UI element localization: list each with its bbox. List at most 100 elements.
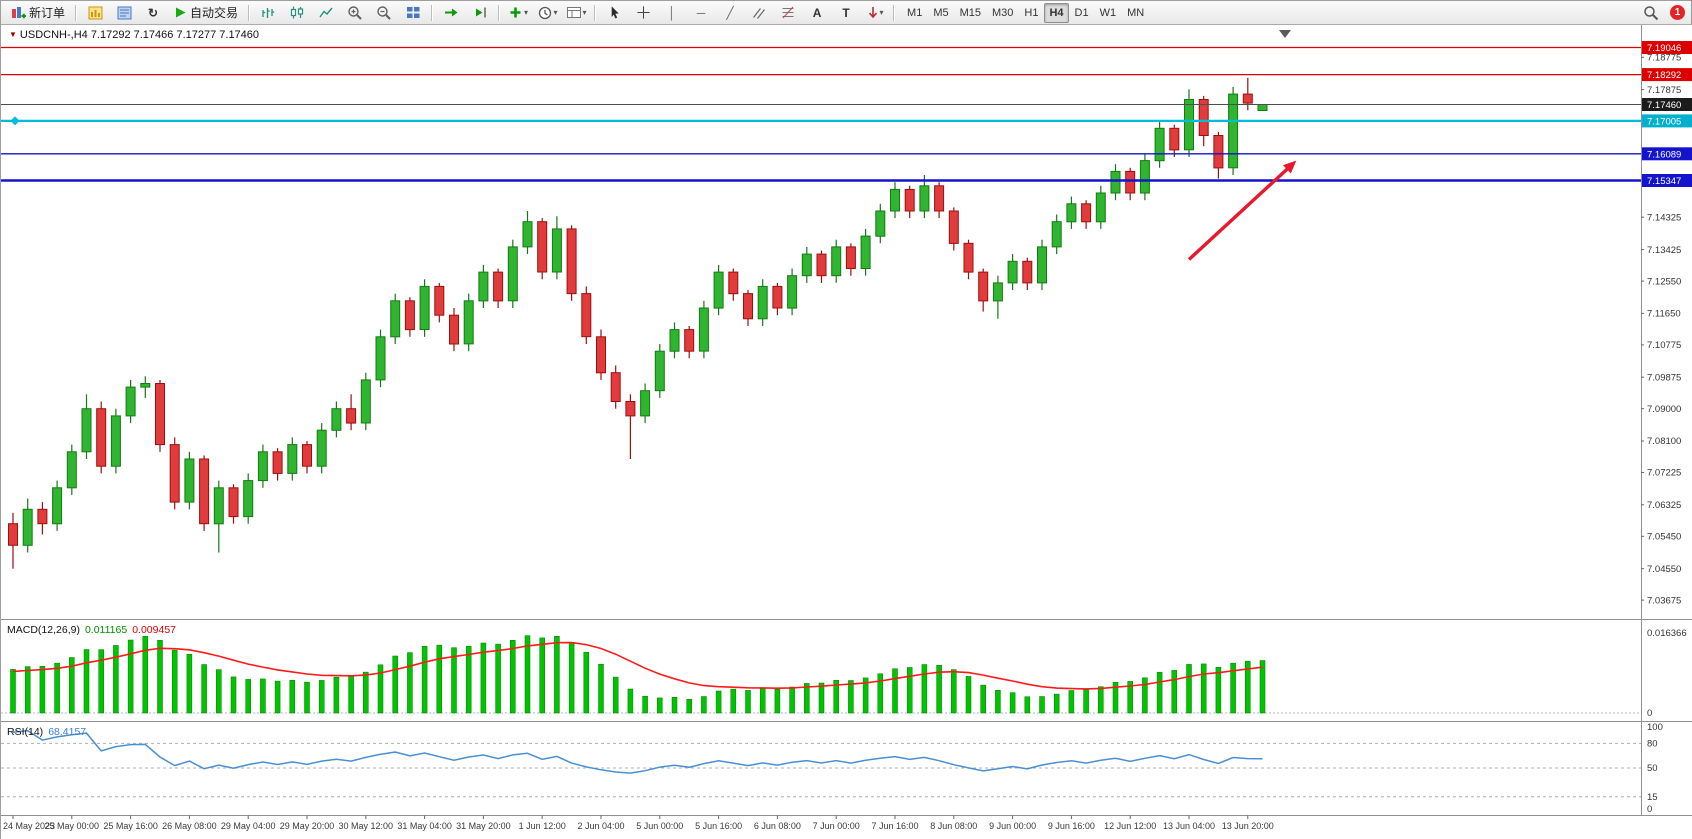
tile-windows-button[interactable]: [399, 2, 427, 24]
charts-window-icon: [88, 6, 103, 19]
bar-chart-mode-button[interactable]: [254, 2, 282, 24]
svg-text:7.17005: 7.17005: [1647, 116, 1681, 127]
svg-text:9 Jun 16:00: 9 Jun 16:00: [1048, 821, 1095, 831]
chart-shift-marker[interactable]: [1279, 30, 1291, 38]
trend-arrow-annotation[interactable]: [1187, 160, 1297, 261]
svg-text:7.12550: 7.12550: [1647, 276, 1681, 287]
line-chart-icon: [319, 7, 333, 18]
macd-indicator-label: MACD(12,26,9) 0.011165 0.009457: [7, 624, 181, 636]
svg-text:7.17460: 7.17460: [1647, 100, 1681, 111]
arrow-tool-icon: [868, 7, 877, 19]
chevron-down-icon: ▾: [879, 7, 884, 17]
tab-timeframe-m15[interactable]: M15: [959, 6, 981, 19]
svg-text:25 May 16:00: 25 May 16:00: [103, 821, 158, 831]
text-tool-button[interactable]: A: [803, 2, 831, 24]
rsi-scale-label: 50: [1647, 763, 1658, 774]
svg-text:7.18292: 7.18292: [1647, 70, 1681, 81]
terminal-button[interactable]: [110, 2, 138, 24]
vertical-line-icon: │: [668, 5, 676, 20]
svg-text:7.14325: 7.14325: [1647, 212, 1681, 223]
toolbar-right-group: 1: [1637, 2, 1687, 24]
macd-histogram: [10, 635, 1266, 714]
chevron-down-icon: ▾: [553, 7, 558, 17]
svg-text:7.05450: 7.05450: [1647, 532, 1681, 543]
svg-text:31 May 20:00: 31 May 20:00: [456, 821, 511, 831]
terminal-icon: [117, 6, 132, 19]
new-order-icon: [12, 6, 26, 18]
crosshair-icon: [636, 6, 650, 19]
tab-timeframe-mn[interactable]: MN: [1127, 6, 1145, 19]
price-badge: [1642, 147, 1692, 161]
search-button[interactable]: [1637, 2, 1665, 24]
horizontal-line-tool-button[interactable]: ─: [687, 2, 715, 24]
rsi-scale-label: 0: [1647, 804, 1652, 815]
tab-timeframe-w1[interactable]: W1: [1099, 6, 1117, 19]
zoom-out-button[interactable]: [370, 2, 398, 24]
tab-timeframe-m5[interactable]: M5: [933, 6, 949, 19]
templates-button[interactable]: ▾: [562, 2, 590, 24]
new-order-button[interactable]: 新订单: [5, 2, 71, 24]
channel-tool-button[interactable]: [745, 2, 773, 24]
horizontal-line-icon: ─: [696, 5, 706, 20]
zoom-in-button[interactable]: [341, 2, 369, 24]
candlestick-mode-button[interactable]: [283, 2, 311, 24]
svg-text:7.19046: 7.19046: [1647, 43, 1681, 54]
svg-text:7.18775: 7.18775: [1647, 53, 1681, 64]
auto-scroll-button[interactable]: [437, 2, 465, 24]
crosshair-tool-button[interactable]: [629, 2, 657, 24]
tab-timeframe-h1[interactable]: H1: [1024, 6, 1039, 19]
macd-value: 0.011165: [84, 624, 128, 636]
refresh-button[interactable]: ↻: [139, 2, 167, 24]
price-chart[interactable]: 7.18775 7.17875 7.14325 7.13425 7.12550 7.116…: [1, 25, 1692, 839]
zoom-out-icon: [377, 5, 391, 20]
vertical-line-tool-button[interactable]: │: [658, 2, 686, 24]
price-badge: [1642, 68, 1692, 82]
hline-handle[interactable]: [10, 116, 20, 126]
svg-text:7.07225: 7.07225: [1647, 468, 1681, 479]
notification-badge[interactable]: 1: [1670, 5, 1685, 20]
svg-text:26 May 08:00: 26 May 08:00: [162, 821, 217, 831]
tab-timeframe-h4[interactable]: H4: [1044, 2, 1069, 23]
channel-icon: [753, 8, 766, 19]
rsi-line: [12, 729, 1263, 774]
charts-window-button[interactable]: [81, 2, 109, 24]
auto-trading-label: 自动交易: [190, 6, 239, 20]
refresh-icon: ↻: [147, 5, 159, 20]
zoom-in-icon: [348, 5, 362, 20]
svg-text:7 Jun 16:00: 7 Jun 16:00: [871, 821, 918, 831]
trendline-tool-button[interactable]: ╱: [716, 2, 744, 24]
svg-text:13 Jun 04:00: 13 Jun 04:00: [1163, 821, 1215, 831]
arrows-tool-button[interactable]: ▾: [861, 2, 889, 24]
svg-text:24 May 2023: 24 May 2023: [3, 821, 55, 831]
macd-signal-value: 0.009457: [132, 624, 176, 636]
svg-text:7.03675: 7.03675: [1647, 595, 1681, 606]
tile-windows-icon: [407, 7, 420, 18]
chart-canvas[interactable]: 7.18775 7.17875 7.14325 7.13425 7.12550 7.116…: [1, 25, 1692, 839]
tab-timeframe-m30[interactable]: M30: [992, 6, 1014, 19]
svg-text:29 May 20:00: 29 May 20:00: [280, 821, 335, 831]
tab-timeframe-d1[interactable]: D1: [1074, 6, 1089, 19]
hline-objects: [1, 46, 1641, 182]
periods-button[interactable]: ▾: [533, 2, 561, 24]
fibonacci-tool-button[interactable]: [774, 2, 802, 24]
label-tool-button[interactable]: T: [832, 2, 860, 24]
svg-text:5 Jun 00:00: 5 Jun 00:00: [636, 821, 683, 831]
tab-timeframe-m1[interactable]: M1: [907, 6, 923, 19]
svg-text:7.09875: 7.09875: [1647, 372, 1681, 383]
indicators-button[interactable]: ▾: [504, 2, 532, 24]
svg-text:7.16089: 7.16089: [1647, 149, 1681, 160]
svg-text:29 May 04:00: 29 May 04:00: [221, 821, 276, 831]
svg-text:7.11650: 7.11650: [1647, 309, 1681, 320]
auto-scroll-icon: [445, 8, 458, 17]
auto-trading-icon: [176, 7, 186, 18]
price-badge: [1642, 41, 1692, 54]
price-badges: 7.19046 7.18292 7.17460 7.17005 7.16089 7.153…: [1642, 41, 1692, 187]
line-chart-mode-button[interactable]: [312, 2, 340, 24]
chevron-down-icon: ▾: [524, 7, 529, 17]
svg-text:8 Jun 08:00: 8 Jun 08:00: [930, 821, 977, 831]
symbol-marker-icon: ▼: [9, 30, 17, 39]
auto-trading-button[interactable]: 自动交易: [168, 2, 244, 24]
cursor-tool-button[interactable]: [600, 2, 628, 24]
chart-shift-button[interactable]: [466, 2, 494, 24]
